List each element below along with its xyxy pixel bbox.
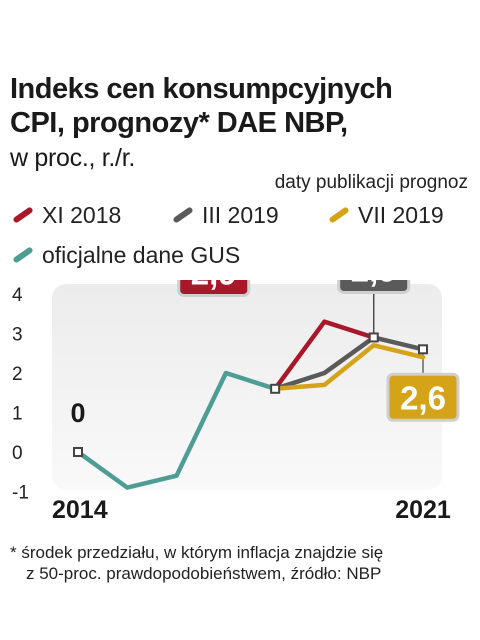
footnote-line-2: z 50-proc. prawdopodobieństwem, źródło: … <box>26 564 382 583</box>
y-tick-label-4: 4 <box>12 285 23 306</box>
footnote: * środek przedziału, w którym inflacja z… <box>10 542 383 584</box>
y-tick-label-1: -1 <box>12 483 29 504</box>
series-line-oficjalne-dane-gus <box>75 370 278 490</box>
legend-label-iii-2019: III 2019 <box>202 202 279 228</box>
y-axis-ticks: -1 0 1 2 3 4 <box>12 285 29 504</box>
marker-0 <box>73 447 83 457</box>
title-line-1: Indeks cen konsumpcyjnych <box>10 73 393 105</box>
y-tick-label-3: 3 <box>12 325 23 346</box>
footnote-line-1: * środek przedziału, w którym inflacja z… <box>10 543 384 562</box>
legend-swatch-gus <box>12 246 34 264</box>
annotation-label-1: 2,9 <box>191 280 237 291</box>
legend-label-vii-2019: VII 2019 <box>358 202 444 228</box>
title-line-2: CPI, prognozy* DAE NBP, <box>10 107 348 139</box>
series-line-vii-2019 <box>272 343 426 392</box>
annotation-label-0: 0 <box>70 398 85 428</box>
annotation-label-2: 2,9 <box>351 280 397 288</box>
annotation-box-2 <box>337 280 411 294</box>
cpi-line-chart: -1 0 1 2 3 4 2014 2021 0 2,9 2,9 2,6 <box>12 280 460 524</box>
annotation-labels: 0 2,9 2,9 2,6 <box>70 280 460 428</box>
series-lines <box>75 319 426 490</box>
legend-label-xi-2018: XI 2018 <box>42 202 122 228</box>
y-tick-label-2: 2 <box>12 364 23 385</box>
marker-1 <box>270 383 281 394</box>
marker-3 <box>418 344 428 355</box>
series-line-iii-2019 <box>272 335 426 392</box>
legend-item-xi-2018: XI 2018 <box>12 202 121 229</box>
legend-heading: daty publikacji prognoz <box>274 172 468 193</box>
legend-swatch-iii-2019 <box>172 206 194 224</box>
plot-background <box>52 284 442 490</box>
annotation-box-1 <box>177 280 251 297</box>
legend-swatch-vii-2019 <box>328 206 350 224</box>
legend-item-iii-2019: III 2019 <box>172 202 279 229</box>
marker-2 <box>368 332 379 343</box>
legend-label-gus: oficjalne dane GUS <box>42 242 241 268</box>
annotation-label-3: 2,6 <box>400 379 446 416</box>
legend-item-vii-2019: VII 2019 <box>328 202 444 229</box>
legend-swatch-xi-2018 <box>12 206 34 224</box>
legend-item-gus: oficjalne dane GUS <box>12 242 240 269</box>
data-markers <box>73 332 428 457</box>
chart-subtitle: w proc., r./r. <box>10 144 135 172</box>
x-tick-label-2021: 2021 <box>395 496 451 524</box>
chart-title: Indeks cen konsumpcyjnych CPI, prognozy*… <box>10 72 393 140</box>
x-axis-ticks: 2014 2021 <box>52 496 451 524</box>
y-tick-label-1: 1 <box>12 404 23 425</box>
x-tick-label-2014: 2014 <box>52 496 108 524</box>
y-tick-label-0: 0 <box>12 443 23 464</box>
series-line-xi-2018 <box>272 319 376 392</box>
annotation-box-3 <box>386 372 460 422</box>
